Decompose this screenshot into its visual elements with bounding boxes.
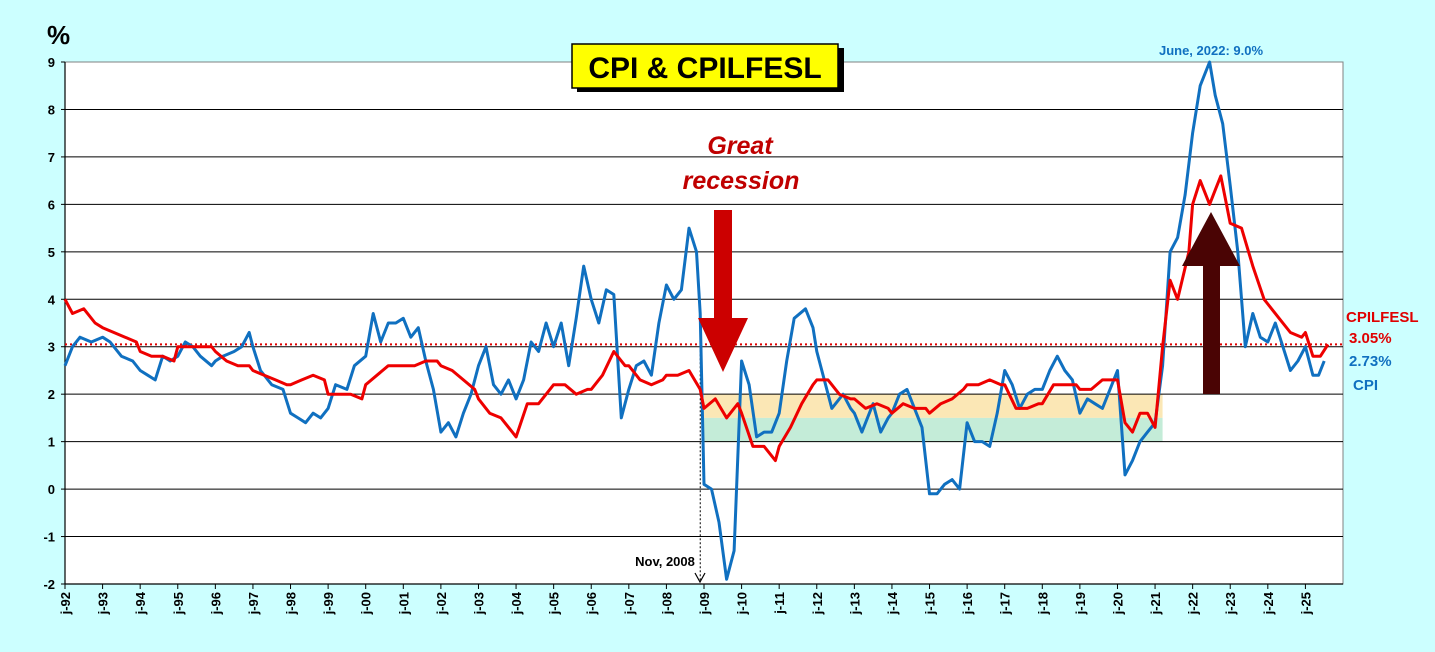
x-tick-label: j-93 — [96, 592, 111, 615]
x-tick-label: j-17 — [998, 592, 1013, 615]
x-tick-label: j-96 — [208, 592, 223, 615]
y-tick-label: 9 — [48, 55, 55, 70]
cpilfesl-label: CPILFESL — [1346, 309, 1419, 326]
x-tick-label: j-19 — [1073, 592, 1088, 615]
x-tick-label: j-98 — [284, 592, 299, 615]
x-tick-label: j-01 — [396, 592, 411, 615]
x-tick-label: j-22 — [1186, 592, 1201, 615]
highlight-bands — [704, 394, 1163, 442]
x-tick-label: j-14 — [885, 591, 900, 615]
x-tick-label: j-95 — [171, 592, 186, 615]
cpi-label: CPI — [1353, 377, 1378, 394]
y-tick-label: 6 — [48, 197, 55, 212]
x-tick-label: j-00 — [359, 592, 374, 615]
cpi-value: 2.73% — [1349, 353, 1392, 370]
x-tick-label: j-10 — [735, 592, 750, 615]
chart-title: CPI & CPILFESL — [588, 52, 821, 85]
x-tick-label: j-20 — [1110, 592, 1125, 615]
x-tick-label: j-15 — [923, 592, 938, 615]
y-tick-label: 0 — [48, 482, 55, 497]
x-tick-label: j-25 — [1298, 592, 1313, 615]
recession-down-arrow — [698, 210, 748, 372]
series-line-cpi — [63, 60, 1326, 581]
x-tick-label: j-12 — [810, 592, 825, 615]
x-tick-label: j-11 — [772, 592, 787, 615]
highlight-band-0 — [704, 394, 1163, 418]
y-tick-label: 8 — [48, 102, 55, 117]
y-tick-label: 1 — [48, 435, 55, 450]
recession-label-line2: recession — [683, 167, 800, 195]
x-tick-label: j-05 — [547, 592, 562, 615]
x-tick-label: j-09 — [697, 592, 712, 615]
y-tick-label: -1 — [43, 530, 55, 545]
y-tick-label: 3 — [48, 340, 55, 355]
x-tick-label: j-02 — [434, 592, 449, 615]
y-tick-label: 2 — [48, 387, 55, 402]
x-tick-label: j-94 — [133, 591, 148, 615]
y-tick-label: -2 — [43, 577, 55, 592]
y-tick-label: 5 — [48, 245, 55, 260]
nov-2008-arrowhead — [694, 572, 706, 584]
x-tick-label: j-13 — [847, 592, 862, 615]
x-axis-ticks: j-92 j-93 j-94 j-95 j-96 j-97 j-98 j-99 j-00 j-01… — [58, 584, 1313, 615]
cpilfesl-value: 3.05% — [1349, 330, 1392, 347]
peak-annotation: June, 2022: 9.0% — [1159, 43, 1263, 58]
x-tick-label: j-04 — [509, 591, 524, 615]
series-lines — [63, 60, 1330, 581]
y-tick-label: 4 — [48, 292, 56, 307]
x-tick-label: j-23 — [1223, 592, 1238, 615]
highlight-band-1 — [704, 417, 1163, 442]
x-tick-label: j-97 — [246, 592, 261, 615]
inflation-up-arrow — [1182, 212, 1240, 394]
y-axis-ticks: -2 -1 0 1 2 3 4 5 6 7 8 9 — [43, 55, 65, 592]
y-tick-label: 7 — [48, 150, 55, 165]
x-tick-label: j-99 — [321, 592, 336, 615]
x-tick-label: j-08 — [659, 592, 674, 615]
x-tick-label: j-03 — [471, 592, 486, 615]
x-tick-label: j-92 — [58, 592, 73, 615]
x-tick-label: j-21 — [1148, 592, 1163, 615]
x-tick-label: j-16 — [960, 592, 975, 615]
y-axis-label: % — [47, 20, 70, 50]
recession-label-line1: Great — [707, 132, 774, 160]
x-tick-label: j-06 — [584, 592, 599, 615]
x-tick-label: j-24 — [1261, 591, 1276, 615]
x-tick-label: j-18 — [1035, 592, 1050, 615]
series-line-cpilfesl — [63, 174, 1330, 463]
title-box — [571, 43, 839, 89]
x-tick-label: j-07 — [622, 592, 637, 615]
nov-2008-label: Nov, 2008 — [635, 554, 695, 569]
